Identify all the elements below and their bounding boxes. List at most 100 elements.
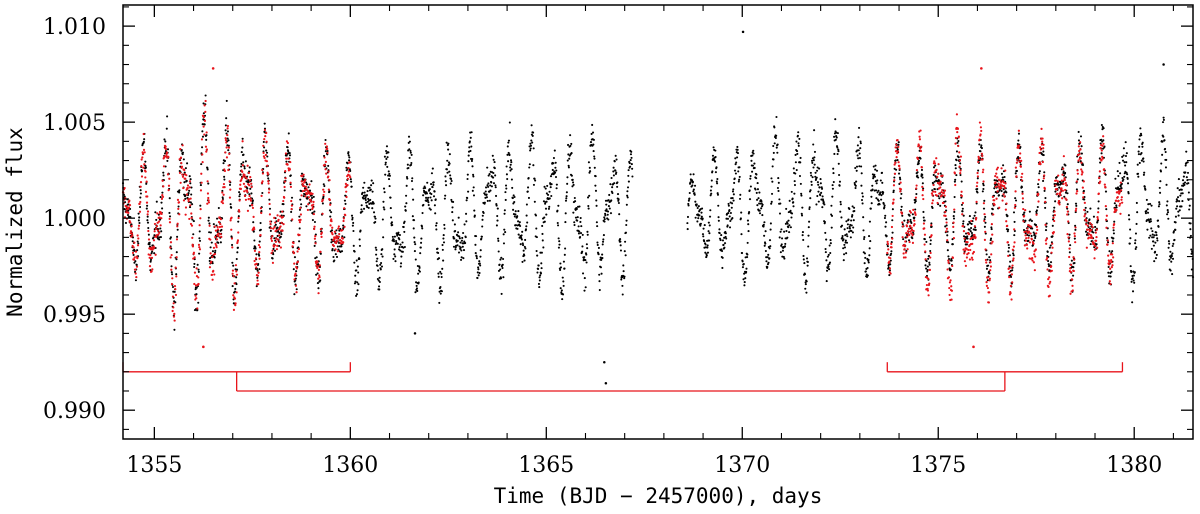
data-point-black: [1027, 234, 1031, 237]
data-point-black: [804, 283, 807, 286]
data-point-black: [1047, 259, 1050, 263]
data-point-red: [1045, 258, 1048, 261]
data-point-black: [1009, 260, 1012, 263]
data-point-red: [235, 291, 238, 294]
data-point-red: [274, 221, 277, 224]
data-point-black: [755, 177, 758, 180]
data-point-black: [571, 185, 574, 188]
data-point-black: [738, 166, 741, 169]
data-point-black: [1124, 141, 1127, 144]
data-point-black: [909, 218, 912, 221]
data-point-red: [247, 198, 250, 201]
data-point-black: [529, 149, 532, 152]
data-point-red: [1121, 201, 1124, 204]
data-point-black: [954, 167, 957, 170]
data-point-black: [777, 181, 780, 184]
data-point-red: [254, 257, 258, 260]
data-point-black: [383, 155, 386, 158]
data-point-red: [261, 180, 264, 183]
data-point-red: [138, 202, 141, 205]
data-point-black: [897, 143, 900, 146]
data-point-black: [1132, 274, 1135, 277]
data-point-black: [712, 146, 715, 149]
data-point-black: [259, 228, 262, 231]
data-point-red: [1002, 193, 1005, 196]
data-point-red: [962, 230, 966, 233]
data-point-black: [247, 180, 250, 183]
data-point-black: [706, 251, 710, 254]
data-point-red: [286, 141, 290, 145]
data-point-black: [855, 165, 859, 168]
data-point-black: [1182, 175, 1185, 178]
data-point-black: [597, 246, 600, 250]
data-point-black: [482, 211, 485, 215]
data-point-red: [1003, 195, 1006, 198]
data-point-black: [874, 168, 877, 171]
data-point-red: [936, 181, 940, 185]
data-point-black: [412, 227, 415, 230]
data-point-black: [475, 257, 478, 260]
data-point-black: [592, 150, 595, 153]
data-point-black: [1012, 252, 1015, 255]
data-point-red: [136, 244, 140, 247]
data-point-black: [1138, 145, 1141, 148]
data-point-black: [136, 240, 139, 243]
data-point-black: [611, 192, 614, 195]
data-point-black: [1111, 240, 1114, 243]
data-point-black: [538, 286, 541, 289]
data-point-black: [272, 247, 275, 251]
data-point-red: [332, 244, 335, 248]
data-point-black: [740, 233, 743, 236]
data-point-red: [305, 187, 308, 191]
data-point-black: [628, 162, 631, 165]
data-point-black: [335, 229, 338, 232]
data-point-red: [1067, 236, 1070, 239]
data-point-red: [221, 199, 224, 202]
data-point-black: [805, 280, 808, 283]
data-point-black: [375, 248, 378, 251]
data-point-black: [388, 174, 391, 177]
data-point-red: [967, 252, 970, 255]
data-point-black: [946, 249, 949, 252]
data-point-black: [317, 287, 320, 290]
data-point-red: [944, 214, 947, 217]
data-point-black: [1176, 199, 1179, 202]
data-point-red: [1034, 255, 1037, 258]
data-point-red: [325, 145, 328, 148]
data-point-black: [579, 235, 582, 239]
data-point-red: [170, 268, 173, 271]
data-point-black: [348, 159, 351, 162]
data-point-black: [265, 151, 269, 154]
data-point-red: [177, 207, 180, 210]
data-point-red: [249, 199, 253, 202]
data-point-black: [1099, 161, 1102, 164]
data-point-red: [312, 203, 315, 206]
data-point-black: [691, 180, 695, 184]
data-point-black: [563, 267, 566, 270]
data-point-black: [159, 227, 162, 230]
data-point-black: [492, 176, 495, 179]
data-point-black: [548, 197, 551, 200]
data-point-black: [900, 205, 903, 208]
data-point-black: [785, 230, 788, 233]
data-point-black: [188, 206, 192, 209]
data-point-black: [202, 112, 205, 115]
data-point-black: [335, 255, 339, 259]
data-point-black: [600, 258, 603, 261]
data-point-red: [317, 292, 320, 295]
data-point-black: [1183, 183, 1186, 186]
data-point-red: [1111, 242, 1114, 245]
data-point-red: [890, 242, 893, 246]
data-point-red: [918, 138, 922, 141]
data-point-black: [227, 149, 230, 152]
data-point-black: [139, 196, 142, 199]
data-point-red: [226, 127, 229, 130]
data-point-black: [591, 123, 594, 126]
data-point-black: [758, 209, 761, 212]
data-point-red: [957, 135, 961, 138]
data-point-red: [1103, 172, 1106, 175]
data-point-black: [860, 172, 863, 175]
data-point-red: [886, 242, 890, 246]
data-point-red: [910, 226, 913, 229]
data-point-black: [822, 201, 825, 204]
